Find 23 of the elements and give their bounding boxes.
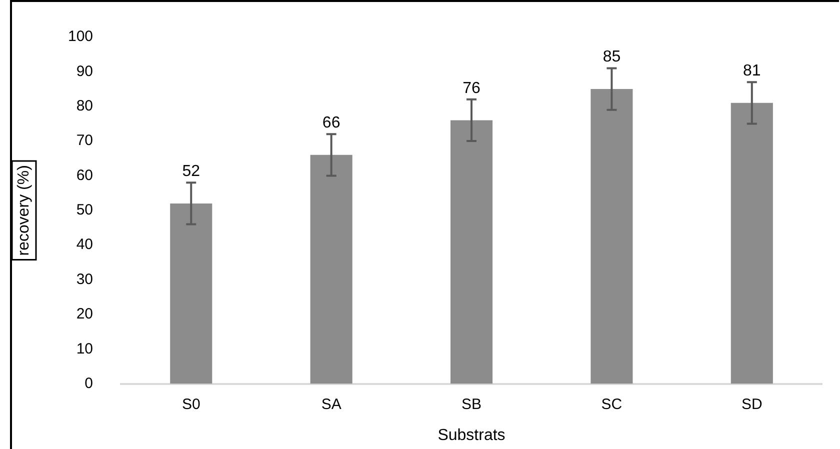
y-tick-label: 90 bbox=[76, 62, 94, 80]
y-tick-label: 60 bbox=[76, 166, 94, 184]
data-label: 81 bbox=[743, 62, 761, 80]
x-tick-label: SD bbox=[741, 396, 762, 413]
y-tick-label: 20 bbox=[76, 306, 94, 323]
x-tick-label: SB bbox=[462, 396, 482, 413]
y-tick-label: 30 bbox=[76, 270, 94, 288]
x-tick-label: S0 bbox=[182, 396, 200, 413]
y-tick-label: 100 bbox=[68, 28, 94, 46]
y-tick-label: 70 bbox=[76, 132, 94, 150]
y-tick-label: 40 bbox=[76, 236, 94, 254]
y-tick-label: 50 bbox=[76, 202, 94, 219]
y-axis-title: recovery (%) bbox=[15, 165, 32, 256]
data-label: 52 bbox=[182, 163, 200, 180]
x-tick-label: SC bbox=[601, 396, 622, 413]
y-tick-label: 10 bbox=[76, 340, 94, 358]
y-tick-label: 0 bbox=[84, 374, 94, 392]
data-label: 76 bbox=[462, 80, 481, 97]
x-tick-label: SA bbox=[321, 396, 342, 413]
data-label: 85 bbox=[602, 48, 621, 66]
y-tick-label: 80 bbox=[76, 98, 94, 114]
data-label: 66 bbox=[322, 114, 340, 132]
x-axis-title: Substrats bbox=[438, 426, 506, 444]
